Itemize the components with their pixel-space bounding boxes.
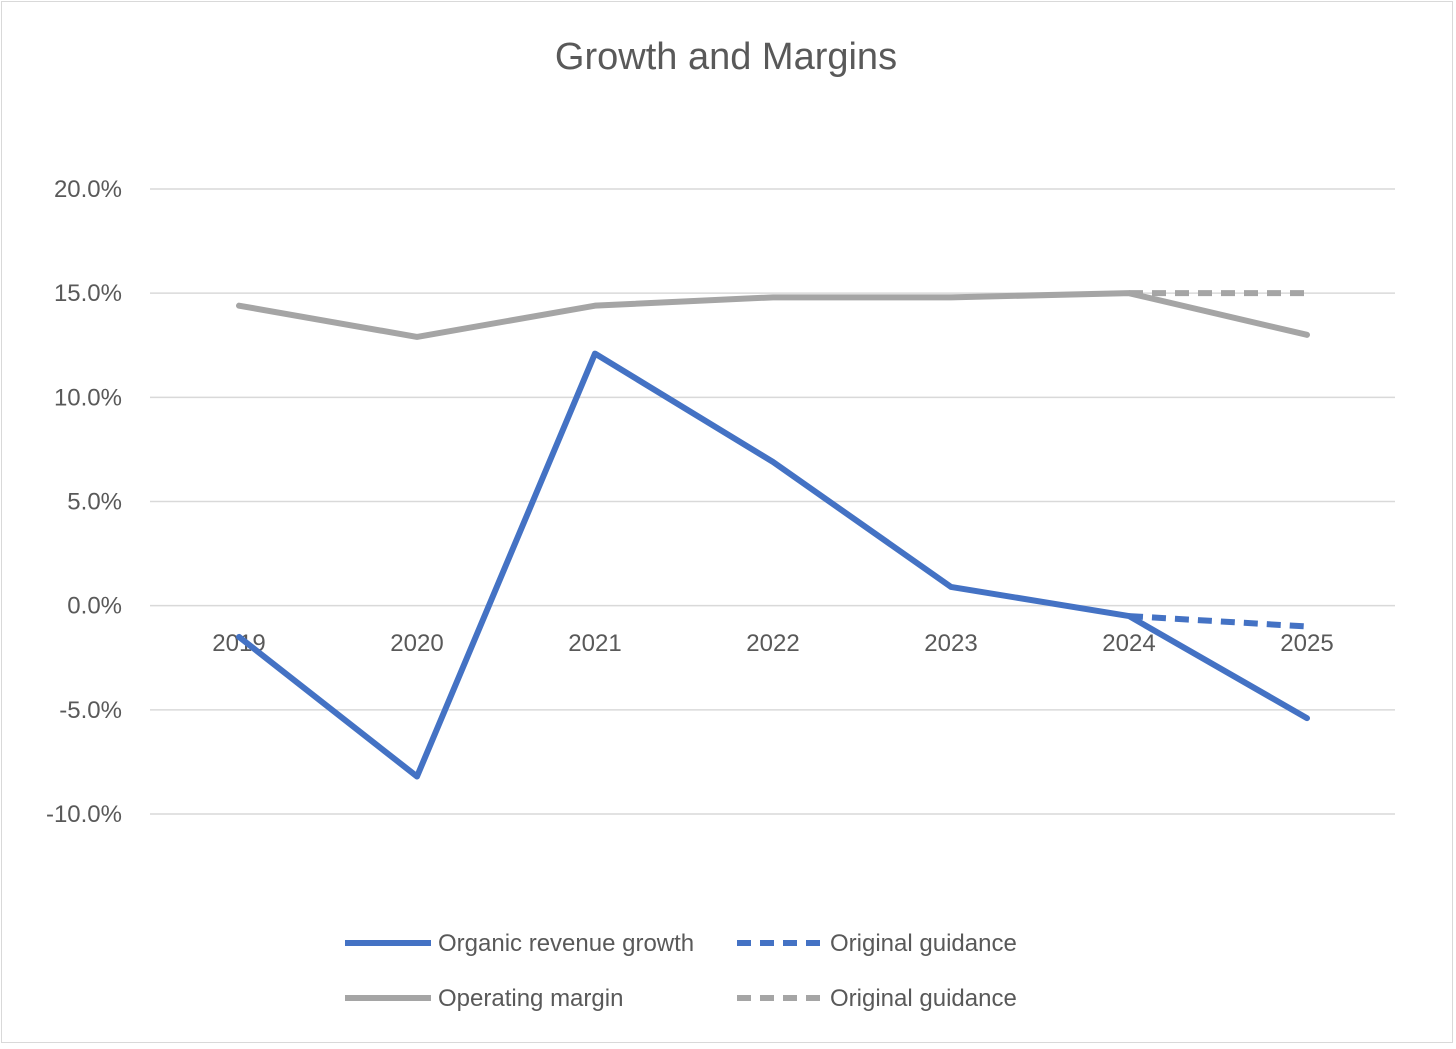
y-tick-label: -5.0%: [59, 697, 122, 724]
series-line-0: [236, 350, 1310, 780]
y-tick-label: 5.0%: [67, 489, 122, 516]
legend-label: Organic revenue growth: [438, 930, 694, 957]
series-lines: [236, 290, 1310, 780]
legend-label: Operating margin: [438, 985, 623, 1012]
series-line-1: [1128, 613, 1308, 630]
series-line-2: [236, 290, 1310, 340]
x-tick-label: 2025: [1280, 630, 1333, 657]
y-tick-label: 15.0%: [54, 280, 122, 307]
x-tick-label: 2020: [390, 630, 443, 657]
legend-label: Original guidance: [830, 930, 1017, 957]
gridlines: [150, 188, 1395, 815]
x-tick-label: 2021: [568, 630, 621, 657]
y-axis-tick-labels: 20.0% 15.0% 10.0% 5.0% 0.0% -5.0% -10.0%: [46, 176, 122, 828]
y-tick-label: -10.0%: [46, 801, 122, 828]
y-tick-label: 0.0%: [67, 593, 122, 620]
x-tick-label: 2022: [746, 630, 799, 657]
chart-title: Growth and Margins: [555, 36, 897, 78]
y-tick-label: 20.0%: [54, 176, 122, 203]
legend: Organic revenue growth Original guidance O…: [345, 930, 1017, 1012]
y-tick-label: 10.0%: [54, 384, 122, 411]
legend-label: Original guidance: [830, 985, 1017, 1012]
x-tick-label: 2024: [1102, 630, 1155, 657]
x-tick-label: 2023: [924, 630, 977, 657]
